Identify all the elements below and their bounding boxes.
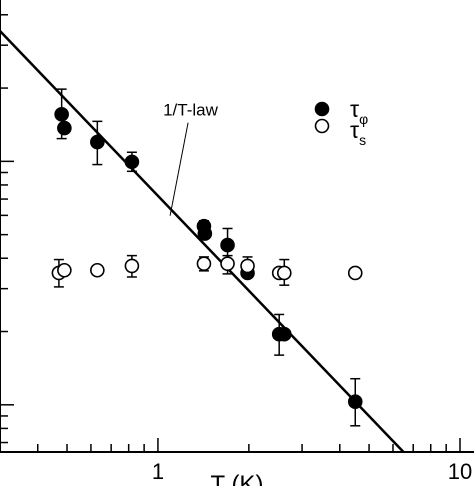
annotation-group: 1/T-law (163, 101, 219, 216)
data-point-tau-s-6 (240, 258, 255, 274)
data-point-tau-s-1 (57, 262, 72, 278)
data-point-tau-s-8 (276, 265, 292, 281)
data-point-tau-s-3 (124, 258, 140, 274)
data-point-tau-s-4 (196, 256, 212, 271)
x-ticks: 1 10 (0, 438, 472, 484)
data-point-tau-phi-6 (220, 237, 235, 253)
annotation-pointer (169, 122, 189, 216)
series-tau-phi (54, 88, 363, 427)
data-point-tau-phi-9 (276, 326, 292, 342)
x-tick-label-1: 1 (152, 459, 164, 484)
data-point-tau-phi-0 (54, 107, 69, 122)
legend-sub-s: s (359, 132, 366, 148)
data-point-tau-phi-2 (90, 134, 105, 150)
fit-line-1-over-t (0, 30, 405, 453)
x-tick-label-10: 10 (448, 459, 472, 484)
y-ticks (0, 14, 14, 444)
series-group (51, 88, 363, 427)
legend-marker-open (314, 118, 330, 134)
legend-marker-filled (314, 101, 330, 117)
legend-label-tau-s: τs (350, 117, 366, 148)
data-point-tau-s-5 (220, 256, 235, 271)
data-point-tau-phi-10 (347, 394, 363, 409)
data-point-tau-s-9 (347, 265, 363, 281)
data-point-tau-phi-1 (57, 120, 72, 136)
data-point-tau-phi-5 (197, 226, 213, 241)
legend-sub-phi: φ (359, 111, 368, 127)
series-tau-s (51, 254, 363, 288)
data-point-tau-phi-3 (124, 154, 140, 170)
fit-line-group (0, 30, 405, 453)
data-point-tau-s-2 (90, 262, 105, 278)
annotation-1-over-t-law: 1/T-law (163, 101, 219, 120)
legend: τφ τs (314, 96, 368, 148)
legend-label-tau-phi: τφ (350, 96, 368, 127)
x-axis-label: T (K) (211, 471, 264, 486)
